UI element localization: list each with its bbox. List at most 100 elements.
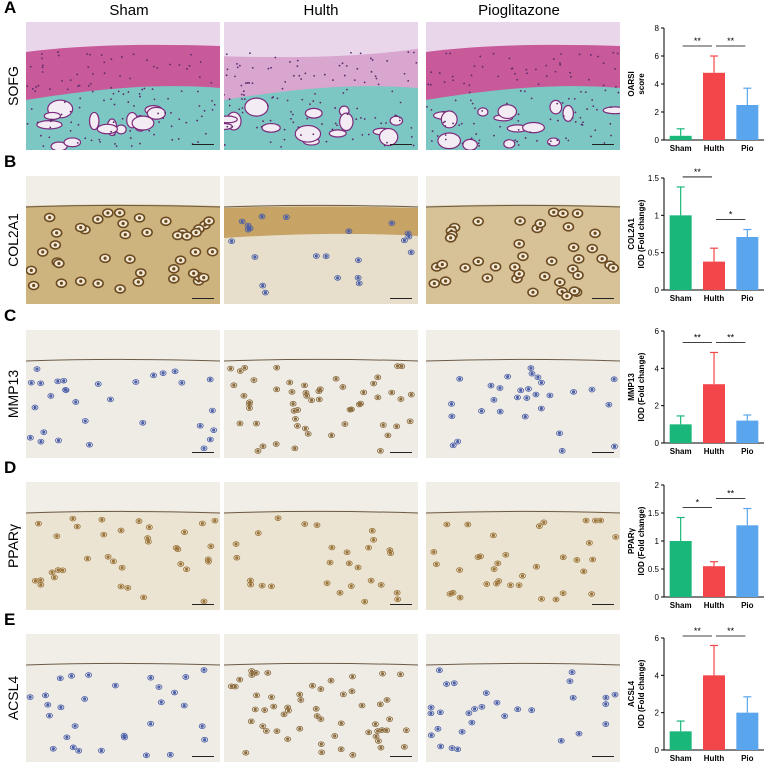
bar-4-hulth	[703, 675, 725, 750]
ylabel-1-0: COL2A1	[627, 218, 636, 250]
xtick-3-2: Pio	[741, 601, 754, 610]
bar-4-pio	[736, 712, 759, 750]
ytick-3-0: 0	[655, 593, 660, 602]
xtick-0-1: Hulth	[704, 144, 725, 153]
bar-chart-e: 0 2 4 6 Sham Hulth Pio ** ** ACSL4 IOD (Fold chang…	[620, 626, 780, 772]
sig-label-2-0: **	[694, 332, 702, 342]
sig-label-4-1: **	[727, 626, 735, 636]
scale-bar	[592, 756, 614, 757]
scale-bar	[192, 452, 214, 453]
scale-bar	[592, 144, 614, 145]
row-label-3: PPARγ	[5, 523, 21, 569]
micrograph-c-0	[26, 330, 220, 458]
panel-letter-e: E	[4, 610, 16, 629]
xtick-3-0: Sham	[670, 601, 692, 610]
xtick-1-2: Pio	[741, 294, 754, 303]
xtick-2-2: Pio	[741, 447, 754, 456]
ytick-2-0: 0	[655, 439, 660, 448]
micrograph-d-2	[426, 482, 620, 610]
ytick-4-3: 6	[655, 634, 660, 643]
bar-chart-d: 0 0.5 1 1.5 2 Sham Hulth Pio * ** PPARγ IOD (Fold c…	[620, 477, 780, 619]
scale-bar	[192, 144, 214, 145]
ytick-4-2: 4	[655, 671, 660, 680]
micrograph-a-1	[224, 22, 418, 150]
xtick-1-1: Hulth	[704, 294, 725, 303]
xtick-2-1: Hulth	[704, 447, 725, 456]
xtick-4-0: Sham	[670, 754, 692, 763]
bar-2-hulth	[703, 384, 725, 443]
row-label-0: SOFG	[5, 66, 22, 106]
micrograph-a-2	[426, 22, 620, 150]
sig-label-4-0: **	[694, 626, 702, 636]
sig-label-0-1: **	[727, 36, 735, 46]
ytick-1-1: 0.5	[648, 249, 660, 258]
ytick-3-1: 0.5	[648, 565, 660, 574]
scale-bar	[390, 144, 412, 145]
bar-0-pio	[736, 105, 759, 140]
scale-bar	[592, 452, 614, 453]
panel-letter-c: C	[4, 306, 17, 325]
bar-chart-a: 0 2 4 6 8 Sham Hulth Pio ** ** OARSI score	[620, 20, 780, 162]
scale-bar	[390, 756, 412, 757]
row-label-4: ACSL4	[5, 675, 22, 721]
panel-letter-b: B	[4, 152, 17, 171]
xtick-2-0: Sham	[670, 447, 692, 456]
column-header-hulth: Hulth	[303, 2, 339, 19]
bar-chart-b: 0 0.5 1 1.5 Sham Hulth Pio ** * COL2A1 IOD (Fold c…	[620, 167, 780, 312]
bar-2-sham	[669, 424, 692, 443]
xtick-0-0: Sham	[670, 144, 692, 153]
ytick-2-3: 6	[655, 327, 660, 336]
sig-label-0-0: **	[694, 36, 702, 46]
ylabel-4-1: IOD (Fold change)	[637, 659, 646, 728]
ylabel-3-0: PPARγ	[627, 527, 636, 554]
ytick-1-2: 1	[655, 211, 660, 220]
bar-4-sham	[669, 731, 692, 750]
xtick-0-2: Pio	[741, 144, 754, 153]
ylabel-2-0: MMP13	[627, 373, 636, 401]
ytick-4-0: 0	[655, 746, 660, 755]
xtick-3-1: Hulth	[704, 601, 725, 610]
bar-0-sham	[669, 135, 692, 140]
scale-bar	[390, 298, 412, 299]
ytick-4-1: 2	[655, 709, 660, 718]
micrograph-c-2	[426, 330, 620, 458]
bar-3-pio	[736, 525, 759, 597]
micrograph-b-1	[224, 176, 418, 304]
ytick-3-4: 2	[655, 481, 660, 490]
ylabel-0-0: OARSI	[627, 71, 636, 96]
ytick-1-3: 1.5	[648, 174, 660, 183]
sig-label-1-0: **	[694, 167, 702, 177]
micrograph-c-1	[224, 330, 418, 458]
sig-label-1-1: *	[729, 210, 733, 220]
bar-chart-c: 0 2 4 6 Sham Hulth Pio ** ** MMP13 IOD (Fold chang…	[620, 323, 780, 465]
bar-1-pio	[736, 236, 759, 290]
sig-label-2-1: **	[727, 332, 735, 342]
panel-letter-d: D	[4, 458, 17, 477]
scale-bar	[390, 604, 412, 605]
ytick-2-1: 2	[655, 402, 660, 411]
micrograph-e-0	[26, 634, 220, 762]
micrograph-b-2	[426, 176, 620, 304]
ylabel-3-1: IOD (Fold change)	[637, 506, 646, 575]
ytick-0-4: 8	[655, 24, 660, 33]
xtick-4-2: Pio	[741, 754, 754, 763]
ytick-0-3: 6	[655, 52, 660, 61]
ylabel-2-1: IOD (Fold change)	[637, 352, 646, 421]
ylabel-0-1: score	[637, 73, 646, 95]
sig-label-3-0: *	[696, 497, 700, 507]
ytick-2-2: 4	[655, 364, 660, 373]
xtick-4-1: Hulth	[704, 754, 725, 763]
bar-3-sham	[669, 541, 692, 597]
micrograph-d-0	[26, 482, 220, 610]
bar-3-hulth	[703, 566, 725, 597]
scale-bar	[192, 756, 214, 757]
ytick-0-1: 2	[655, 108, 660, 117]
micrograph-a-0	[26, 22, 220, 150]
micrograph-e-1	[224, 634, 418, 762]
ylabel-4-0: ACSL4	[627, 680, 636, 707]
bar-2-pio	[736, 420, 759, 443]
sig-label-3-1: **	[727, 489, 735, 499]
bar-0-hulth	[703, 72, 725, 140]
ytick-0-2: 4	[655, 80, 660, 89]
scale-bar	[390, 452, 412, 453]
